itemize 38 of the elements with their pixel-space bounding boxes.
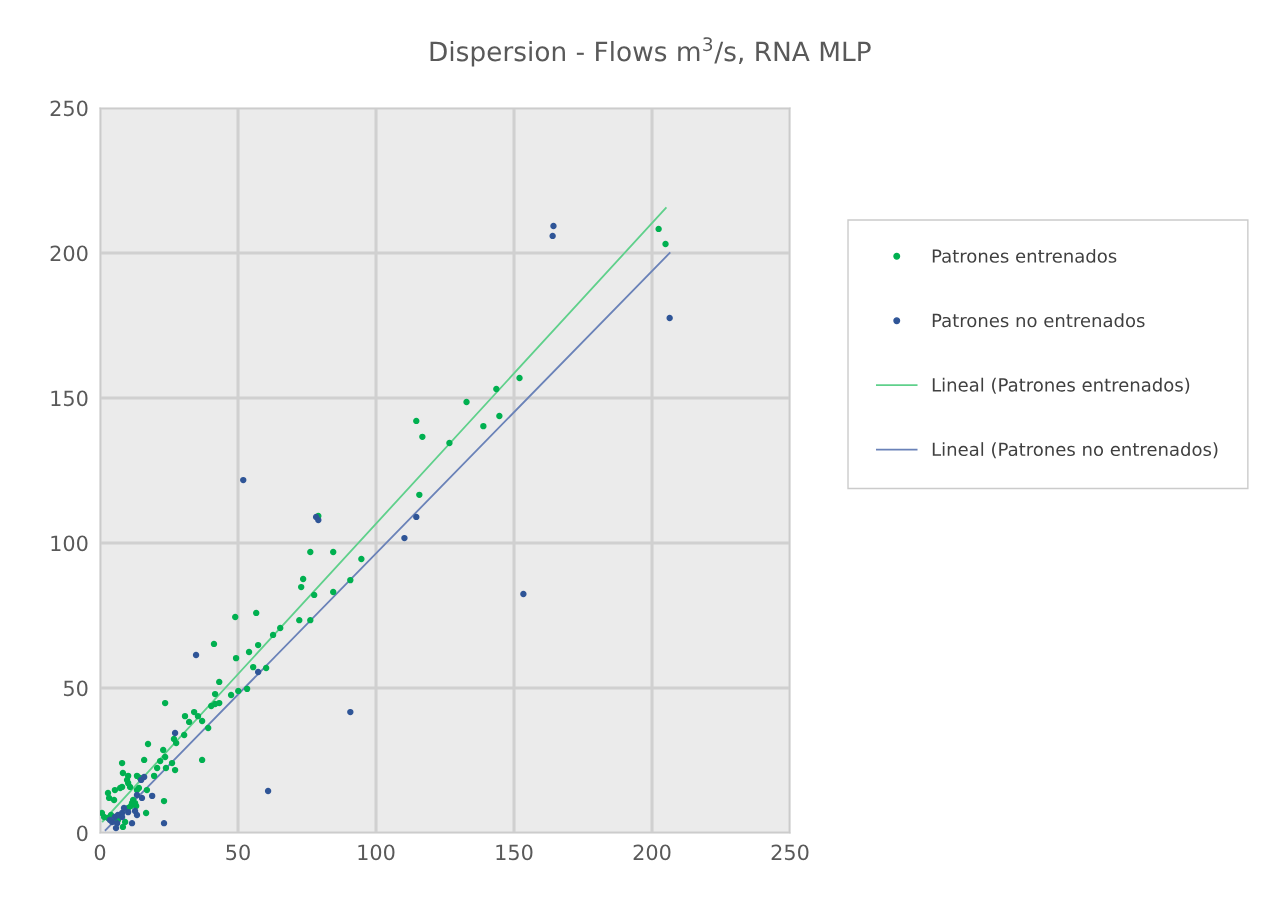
point <box>240 476 247 484</box>
point <box>138 794 146 802</box>
point <box>549 232 556 240</box>
point <box>413 513 420 521</box>
point <box>120 804 128 812</box>
point <box>112 824 120 832</box>
point <box>133 811 141 819</box>
point <box>264 787 272 795</box>
point <box>347 708 354 716</box>
point <box>254 668 262 676</box>
point <box>171 729 179 737</box>
x-tick-label: 200 <box>633 844 671 861</box>
x-tick-label: 50 <box>226 844 250 861</box>
y-tick-label: 150 <box>51 390 88 407</box>
x-tick-label: 0 <box>94 844 106 861</box>
legend-label: Patrones no entrenados <box>932 313 1145 328</box>
y-tick-label: 200 <box>50 245 88 262</box>
point <box>550 222 557 230</box>
x-tick-label: 100 <box>358 844 395 861</box>
x-tick-label: 150 <box>496 844 533 861</box>
point <box>192 651 200 659</box>
point <box>160 819 168 827</box>
point <box>128 819 136 827</box>
y-tick-label: 0 <box>77 825 88 842</box>
point <box>401 534 408 542</box>
legend-label: Lineal (Patrones no entrenados) <box>932 442 1218 459</box>
legend-label: Lineal (Patrones entrenados) <box>932 377 1190 394</box>
point <box>148 792 156 800</box>
y-tick-label: 50 <box>63 680 88 697</box>
point <box>520 590 527 598</box>
x-tick-label: 250 <box>771 844 809 861</box>
point <box>124 808 132 816</box>
point <box>666 314 673 322</box>
point <box>133 791 141 799</box>
legend-label: Patrones entrenados <box>932 248 1117 263</box>
y-tick-label: 250 <box>50 100 88 117</box>
chart-title: Dispersion - Flows m$^{3}$/s, RNA MLP <box>430 37 871 67</box>
y-tick-label: 100 <box>51 535 88 552</box>
